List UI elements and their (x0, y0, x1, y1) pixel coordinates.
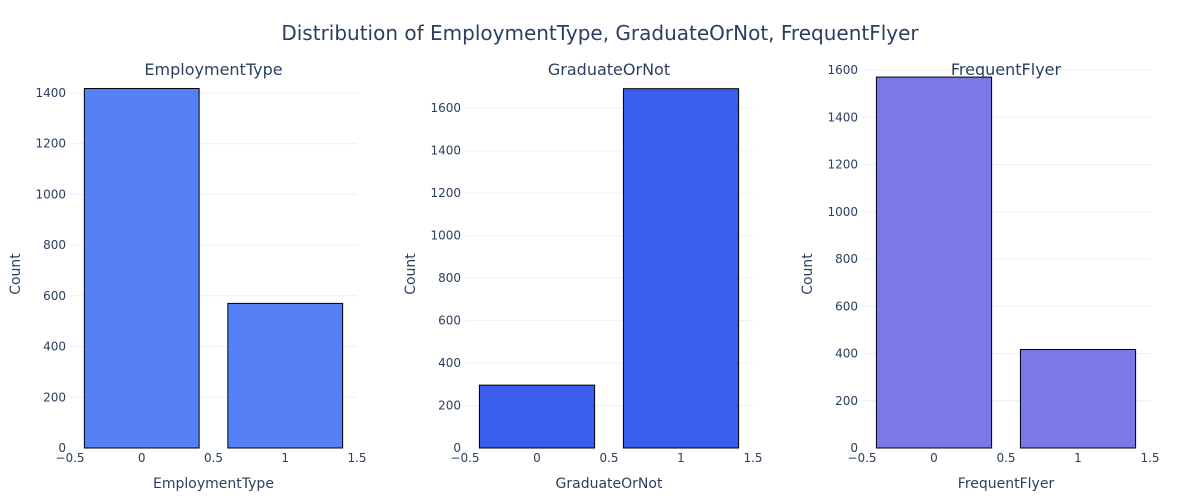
y-tick-label: 0 (453, 441, 461, 455)
x-tick-label: −0.5 (55, 451, 84, 465)
x-axis-title: EmploymentType (153, 476, 274, 492)
x-tick-label: 1.5 (1140, 451, 1159, 465)
x-tick-label: 0.5 (204, 451, 223, 465)
subplot-title: FrequentFlyer (951, 60, 1062, 79)
y-tick-label: 1200 (430, 186, 461, 200)
y-tick-label: 600 (438, 314, 461, 328)
subplot-title: EmploymentType (144, 60, 282, 79)
y-tick-label: 400 (43, 340, 66, 354)
y-tick-label: 600 (835, 299, 858, 313)
y-tick-label: 0 (850, 441, 858, 455)
x-tick-label: 1.5 (347, 451, 366, 465)
x-axis-title: GraduateOrNot (556, 476, 663, 492)
y-axis-title: Count (403, 253, 419, 295)
y-tick-label: 800 (438, 271, 461, 285)
x-tick-label: 0.5 (599, 451, 618, 465)
y-tick-label: 1000 (35, 187, 66, 201)
bar-graduateornot-1 (622, 88, 740, 449)
subplot-title: GraduateOrNot (548, 60, 670, 79)
x-tick-label: 1 (1074, 451, 1082, 465)
figure-title: Distribution of EmploymentType, Graduate… (281, 21, 919, 45)
y-axis-title: Count (8, 253, 24, 295)
y-tick-label: 1400 (35, 86, 66, 100)
bar-frequentflyer-0 (875, 76, 993, 449)
x-tick-label: −0.5 (847, 451, 876, 465)
y-tick-label: 1600 (430, 101, 461, 115)
y-tick-label: 1200 (35, 137, 66, 151)
y-tick-label: 800 (835, 252, 858, 266)
y-tick-label: 1000 (827, 205, 858, 219)
y-tick-label: 1200 (827, 158, 858, 172)
y-tick-label: 400 (835, 347, 858, 361)
y-tick-label: 1600 (827, 63, 858, 77)
y-tick-label: 0 (58, 441, 66, 455)
x-axis-title: FrequentFlyer (958, 476, 1055, 492)
y-tick-label: 200 (43, 390, 66, 404)
x-tick-label: 0 (930, 451, 938, 465)
x-tick-label: 0.5 (996, 451, 1015, 465)
x-tick-label: −0.5 (450, 451, 479, 465)
y-tick-label: 200 (835, 394, 858, 408)
y-tick-label: 800 (43, 238, 66, 252)
bar-frequentflyer-1 (1019, 348, 1137, 449)
bar-employmenttype-0 (83, 88, 200, 449)
y-axis-title: Count (800, 253, 816, 295)
y-tick-label: 600 (43, 289, 66, 303)
x-tick-label: 1 (677, 451, 685, 465)
bar-graduateornot-0 (478, 384, 596, 449)
x-tick-label: 0 (533, 451, 541, 465)
y-tick-label: 200 (438, 399, 461, 413)
y-tick-label: 1400 (827, 110, 858, 124)
y-tick-label: 1400 (430, 144, 461, 158)
x-tick-label: 1.5 (743, 451, 762, 465)
bar-employmenttype-1 (227, 302, 344, 449)
x-tick-label: 1 (281, 451, 289, 465)
y-tick-label: 400 (438, 356, 461, 370)
y-tick-label: 1000 (430, 229, 461, 243)
x-tick-label: 0 (138, 451, 146, 465)
